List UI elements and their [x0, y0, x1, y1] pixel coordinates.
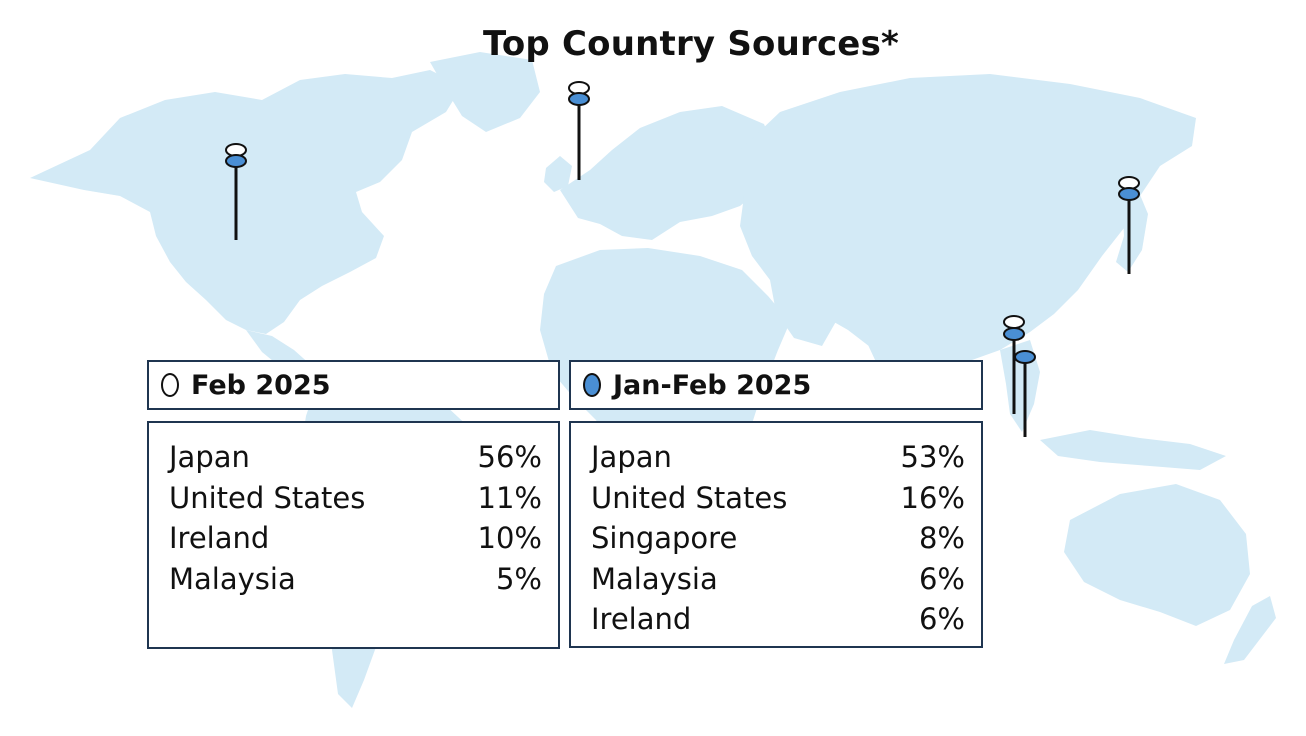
pin-ireland	[568, 81, 590, 180]
country-name: Ireland	[169, 521, 270, 555]
janfeb-marker	[1003, 327, 1025, 341]
country-share: 10%	[477, 521, 542, 555]
pins	[225, 81, 1140, 437]
table-row: Malaysia 5%	[169, 559, 542, 600]
janfeb-marker	[568, 92, 590, 106]
map-title: Top Country Sources*	[482, 24, 899, 64]
jan-feb-2025-label: Jan-Feb 2025	[613, 369, 812, 401]
new-zealand-shape	[1224, 596, 1276, 664]
janfeb-marker	[225, 154, 247, 168]
pin-united-states	[225, 143, 247, 240]
europe-shape	[560, 106, 778, 240]
feb-2025-table: Japan 56% United States 11% Ireland 10% …	[147, 421, 560, 649]
country-name: Ireland	[591, 602, 692, 636]
greenland-shape	[430, 52, 540, 132]
feb-marker	[1003, 315, 1025, 329]
jan-feb-2025-legend: Jan-Feb 2025	[569, 360, 983, 410]
indonesia-shape	[1040, 430, 1226, 470]
country-share: 56%	[477, 440, 542, 474]
arabia-shape	[770, 280, 838, 346]
india-shape	[860, 300, 930, 392]
country-share: 8%	[918, 521, 965, 555]
country-name: Singapore	[591, 521, 738, 555]
hollow-oval-icon	[161, 373, 179, 397]
north-america-shape	[30, 70, 462, 334]
asia-shape	[740, 74, 1196, 388]
country-name: Malaysia	[591, 561, 718, 596]
feb-2025-label: Feb 2025	[191, 369, 331, 401]
pin-malaysia	[1003, 315, 1025, 414]
table-row: United States 16%	[591, 478, 965, 519]
country-share: 53%	[900, 440, 965, 474]
country-name: Malaysia	[169, 561, 296, 596]
janfeb-marker	[1118, 187, 1140, 201]
table-row: Singapore 8%	[591, 518, 965, 559]
australia-shape	[1064, 484, 1250, 626]
country-share: 16%	[900, 480, 965, 515]
table-row: Ireland 6%	[591, 599, 965, 640]
table-row: Japan 56%	[169, 437, 542, 478]
table-row: Ireland 10%	[169, 518, 542, 559]
pin-japan	[1118, 176, 1140, 274]
country-name: United States	[591, 480, 788, 515]
country-name: United States	[169, 480, 366, 515]
country-share: 6%	[918, 561, 965, 596]
country-name: Japan	[169, 440, 250, 474]
country-share: 6%	[918, 602, 965, 636]
country-name: Japan	[591, 440, 672, 474]
feb-2025-legend: Feb 2025	[147, 360, 560, 410]
british-isles-shape	[544, 156, 572, 192]
country-share: 5%	[495, 561, 542, 596]
filled-oval-icon	[583, 373, 601, 397]
table-row: Japan 53%	[591, 437, 965, 478]
table-row: Malaysia 6%	[591, 559, 965, 600]
jan-feb-2025-table: Japan 53% United States 16% Singapore 8%…	[569, 421, 983, 648]
table-row: United States 11%	[169, 478, 542, 519]
japan-shape	[1116, 190, 1148, 272]
janfeb-marker	[1014, 350, 1036, 364]
pin-singapore	[1014, 350, 1036, 437]
country-share: 11%	[477, 480, 542, 515]
